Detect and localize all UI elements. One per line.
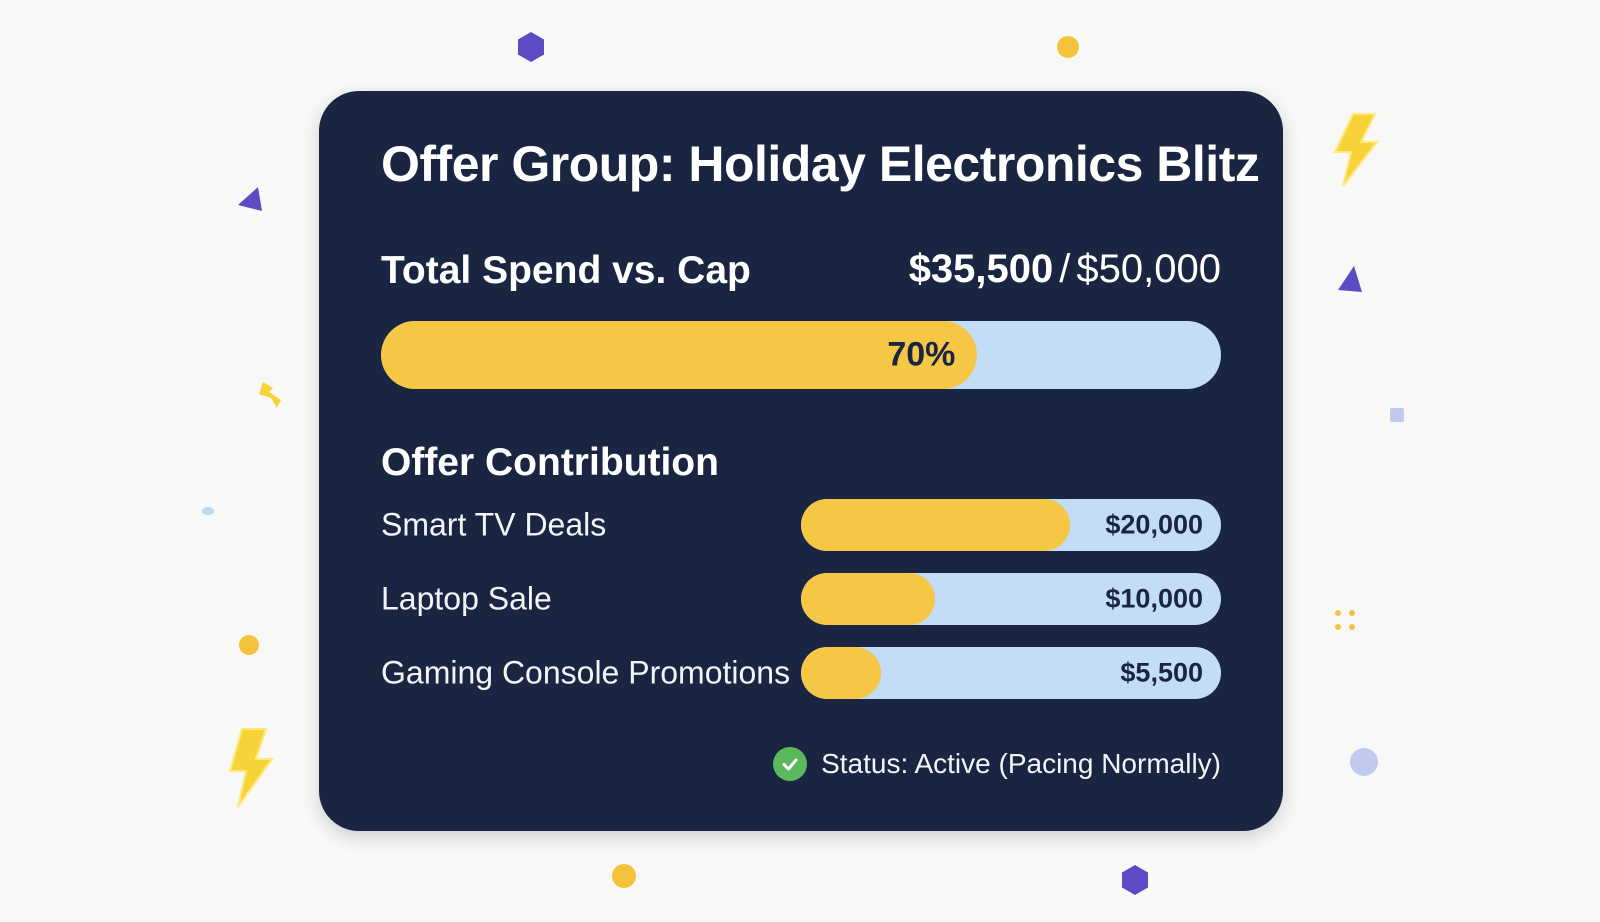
- yellow-dot-icon: [239, 635, 259, 655]
- offer-label: Laptop Sale: [381, 580, 552, 617]
- offer-label: Gaming Console Promotions: [381, 654, 791, 691]
- card-title: Offer Group: Holiday Electronics Blitz: [381, 136, 1260, 192]
- offer-row-laptop-sale: Laptop Sale $10,000: [381, 573, 1221, 625]
- yellow-dot-icon: [1057, 36, 1079, 58]
- offer-progress-bar: $20,000: [801, 499, 1221, 551]
- total-spend-label: Total Spend vs. Cap: [381, 249, 751, 292]
- lavender-circle-icon: [1350, 748, 1378, 776]
- offer-value: $10,000: [1105, 583, 1203, 614]
- total-spend-value: $35,500/$50,000: [909, 247, 1221, 292]
- lavender-square-icon: [1390, 408, 1404, 422]
- offer-progress-bar: $5,500: [801, 647, 1221, 699]
- offer-progress-bar: $10,000: [801, 573, 1221, 625]
- lightning-bolt-icon: [259, 382, 281, 408]
- yellow-dot-icon: [612, 864, 636, 888]
- purple-triangle-icon: [238, 187, 262, 211]
- offer-label: Smart TV Deals: [381, 506, 607, 543]
- sparkle-icon: [1335, 610, 1355, 630]
- lavender-circle-icon: [202, 507, 214, 515]
- offer-progress-fill: [801, 499, 1070, 551]
- spend-separator: /: [1059, 247, 1071, 291]
- spend-cap: $50,000: [1076, 247, 1221, 291]
- offer-progress-fill: [801, 573, 936, 625]
- status-text: Status: Active (Pacing Normally): [821, 748, 1221, 779]
- purple-hexagon-icon: [1122, 865, 1148, 895]
- offer-contribution-title: Offer Contribution: [381, 441, 719, 484]
- offer-progress-fill: [801, 647, 881, 699]
- offer-value: $20,000: [1105, 509, 1203, 540]
- purple-triangle-icon: [1338, 266, 1362, 292]
- lightning-bolt-icon: [228, 728, 274, 808]
- purple-hexagon-icon: [518, 32, 544, 62]
- offer-group-card: Offer Group: Holiday Electronics Blitz T…: [319, 91, 1283, 831]
- current-spend: $35,500: [908, 247, 1054, 291]
- check-circle-icon: [773, 747, 808, 781]
- offer-row-gaming-console-promotions: Gaming Console Promotions $5,500: [381, 647, 1221, 699]
- offer-value: $5,500: [1120, 657, 1203, 688]
- total-spend-progress-fill: [381, 321, 978, 389]
- total-spend-percent: 70%: [887, 335, 956, 374]
- offer-row-smart-tv-deals: Smart TV Deals $20,000: [381, 499, 1221, 551]
- total-spend-progress-bar: 70%: [381, 321, 1221, 389]
- status-indicator: Status: Active (Pacing Normally): [773, 747, 1221, 781]
- lightning-bolt-icon: [1333, 113, 1379, 187]
